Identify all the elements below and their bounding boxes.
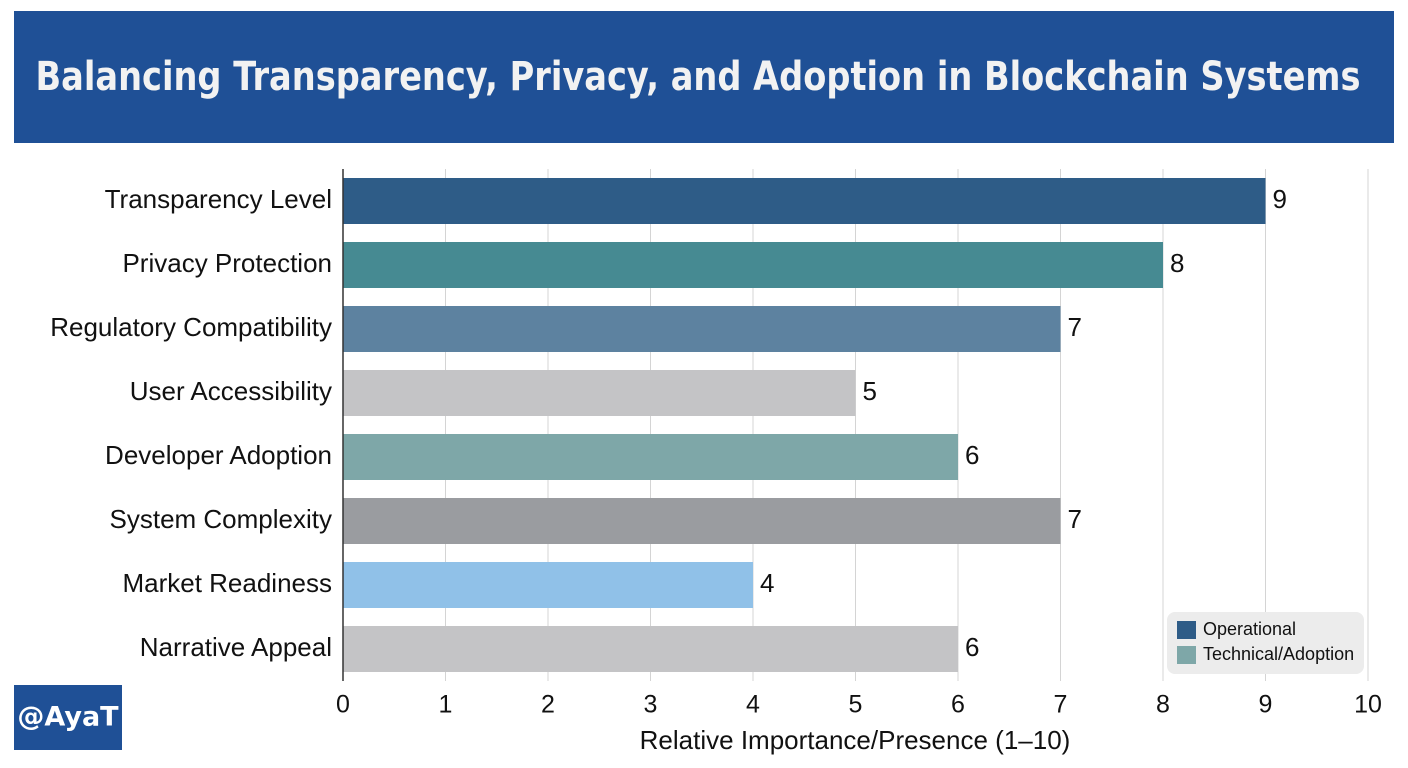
value-label: 7 — [1068, 504, 1082, 534]
bar — [343, 562, 753, 608]
y-tick-label: System Complexity — [110, 504, 333, 534]
x-tick-label: 0 — [336, 691, 350, 719]
x-tick-label: 9 — [1259, 691, 1273, 719]
value-label: 8 — [1170, 248, 1184, 278]
legend-label: Technical/Adoption — [1203, 644, 1354, 664]
chart-title: Balancing Transparency, Privacy, and Ado… — [36, 54, 1361, 100]
legend-box — [1167, 612, 1364, 674]
y-tick-label: Regulatory Compatibility — [50, 312, 332, 342]
bar — [343, 306, 1061, 352]
x-tick-label: 5 — [849, 691, 863, 719]
x-tick-label: 6 — [951, 691, 965, 719]
title-banner — [14, 11, 1394, 143]
legend-label: Operational — [1203, 619, 1296, 639]
value-label: 5 — [863, 376, 877, 406]
y-tick-label: Developer Adoption — [105, 440, 332, 470]
bar — [343, 434, 958, 480]
bar — [343, 626, 958, 672]
x-tick-label: 1 — [439, 691, 453, 719]
value-label: 6 — [965, 440, 979, 470]
y-tick-label: Transparency Level — [105, 184, 332, 214]
x-tick-label: 7 — [1054, 691, 1068, 719]
x-axis-label: Relative Importance/Presence (1–10) — [640, 725, 1071, 755]
x-tick-label: 2 — [541, 691, 555, 719]
bar — [343, 498, 1061, 544]
value-label: 9 — [1273, 184, 1287, 214]
value-label: 6 — [965, 632, 979, 662]
bar — [343, 370, 856, 416]
y-tick-label: Privacy Protection — [122, 248, 332, 278]
legend-swatch — [1177, 646, 1196, 664]
y-tick-label: Narrative Appeal — [140, 632, 332, 662]
bar — [343, 242, 1163, 288]
watermark-box — [14, 685, 122, 750]
value-label: 4 — [760, 568, 774, 598]
y-tick-label: User Accessibility — [130, 376, 332, 406]
x-tick-label: 4 — [746, 691, 760, 719]
watermark: @AyaT — [17, 702, 119, 733]
value-label: 7 — [1068, 312, 1082, 342]
x-tick-label: 3 — [644, 691, 658, 719]
legend-swatch — [1177, 621, 1196, 639]
y-tick-label: Market Readiness — [122, 568, 332, 598]
bar — [343, 178, 1266, 224]
x-tick-label: 8 — [1156, 691, 1170, 719]
x-tick-label: 10 — [1354, 691, 1382, 719]
